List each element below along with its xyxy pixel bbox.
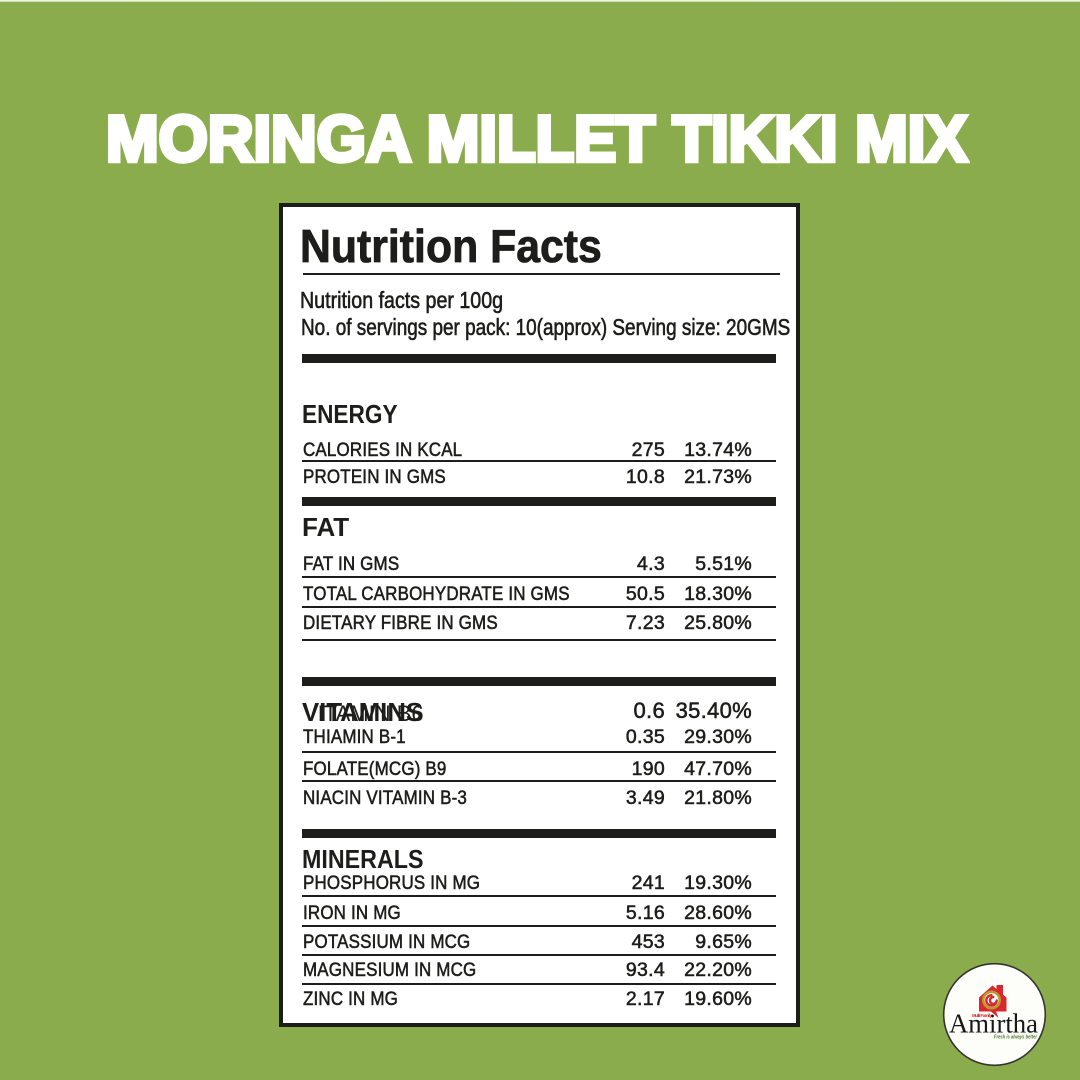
svg-text:Multi Family: Multi Family (972, 1013, 992, 1018)
svg-text:Amirtha: Amirtha (949, 1009, 1038, 1039)
svg-text:Fresh is always better: Fresh is always better (994, 1035, 1038, 1041)
